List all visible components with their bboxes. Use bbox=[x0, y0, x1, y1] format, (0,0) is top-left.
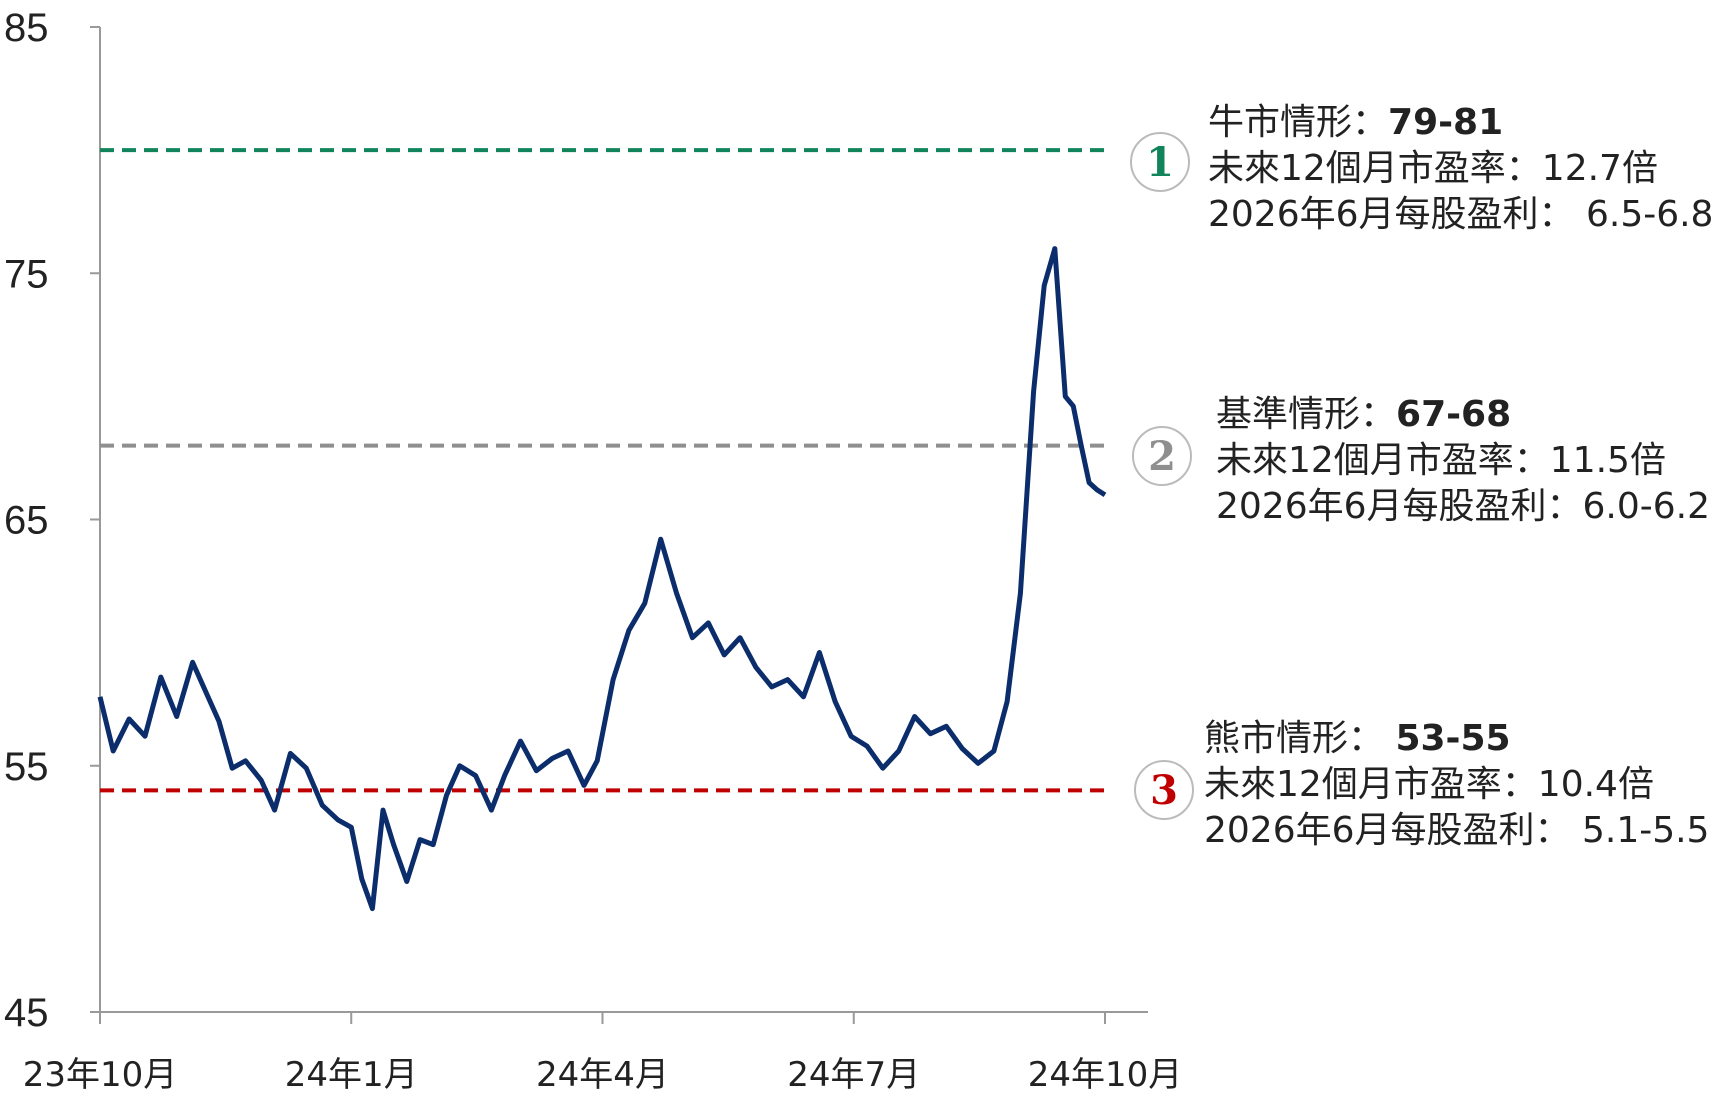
scenario-3-badge: 3 bbox=[1134, 760, 1194, 820]
scenario-3-eps: 2026年6月每股盈利： 5.1-5.5 bbox=[1204, 810, 1710, 851]
x-tick-group: 23年10月 24年1月 24年4月 24年7月 24年10月 bbox=[23, 1012, 1183, 1095]
y-tick-label: 55 bbox=[4, 745, 49, 789]
scenario-2-pe: 未來12個月市盈率：11.5倍 bbox=[1216, 440, 1666, 481]
scenario-2-range: 67-68 bbox=[1396, 394, 1512, 435]
scenario-3-annotation: 熊市情形： 53-55 未來12個月市盈率：10.4倍 2026年6月每股盈利：… bbox=[1204, 716, 1709, 854]
x-tick-label: 24年1月 bbox=[285, 1055, 418, 1095]
y-tick-label: 65 bbox=[4, 499, 49, 543]
scenario-1-name: 牛市情形： bbox=[1208, 102, 1389, 143]
y-tick-label: 45 bbox=[4, 991, 49, 1035]
x-tick-label: 24年7月 bbox=[787, 1055, 920, 1095]
scenario-1-badge-number: 1 bbox=[1146, 138, 1174, 186]
scenario-3-pe: 未來12個月市盈率：10.4倍 bbox=[1204, 764, 1654, 805]
scenario-1-badge: 1 bbox=[1130, 132, 1190, 192]
series-line bbox=[97, 246, 1107, 912]
scenario-2-name: 基準情形： bbox=[1216, 394, 1397, 435]
y-tick-group: 85 75 65 55 45 bbox=[4, 6, 100, 1035]
scenario-1-annotation: 牛市情形：79-81 未來12個月市盈率：12.7倍 2026年6月每股盈利： … bbox=[1208, 100, 1713, 238]
axes bbox=[99, 27, 1148, 1013]
x-tick-label: 24年10月 bbox=[1028, 1055, 1183, 1095]
y-tick-label: 85 bbox=[4, 6, 49, 50]
x-tick-label: 23年10月 bbox=[23, 1055, 178, 1095]
series-group bbox=[97, 246, 1107, 912]
reference-line-group bbox=[100, 148, 1105, 793]
x-tick-label: 24年4月 bbox=[536, 1055, 669, 1095]
scenario-2-eps: 2026年6月每股盈利：6.0-6.2 bbox=[1216, 486, 1711, 527]
scenario-3-badge-number: 3 bbox=[1150, 766, 1178, 814]
scenario-2-badge-number: 2 bbox=[1148, 432, 1176, 480]
scenario-2-title: 基準情形：67-68 bbox=[1216, 392, 1710, 438]
scenario-3-range: 53-55 bbox=[1395, 718, 1511, 759]
scenario-1-title: 牛市情形：79-81 bbox=[1208, 100, 1713, 146]
scenario-1-eps: 2026年6月每股盈利： 6.5-6.8 bbox=[1208, 194, 1714, 235]
y-tick-label: 75 bbox=[4, 252, 49, 296]
scenario-1-pe: 未來12個月市盈率：12.7倍 bbox=[1208, 148, 1658, 189]
scenario-3-title: 熊市情形： 53-55 bbox=[1204, 716, 1709, 762]
scenario-1-range: 79-81 bbox=[1388, 102, 1504, 143]
scenario-2-badge: 2 bbox=[1132, 426, 1192, 486]
scenario-2-annotation: 基準情形：67-68 未來12個月市盈率：11.5倍 2026年6月每股盈利：6… bbox=[1216, 392, 1710, 530]
scenario-3-name: 熊市情形： bbox=[1204, 718, 1396, 759]
